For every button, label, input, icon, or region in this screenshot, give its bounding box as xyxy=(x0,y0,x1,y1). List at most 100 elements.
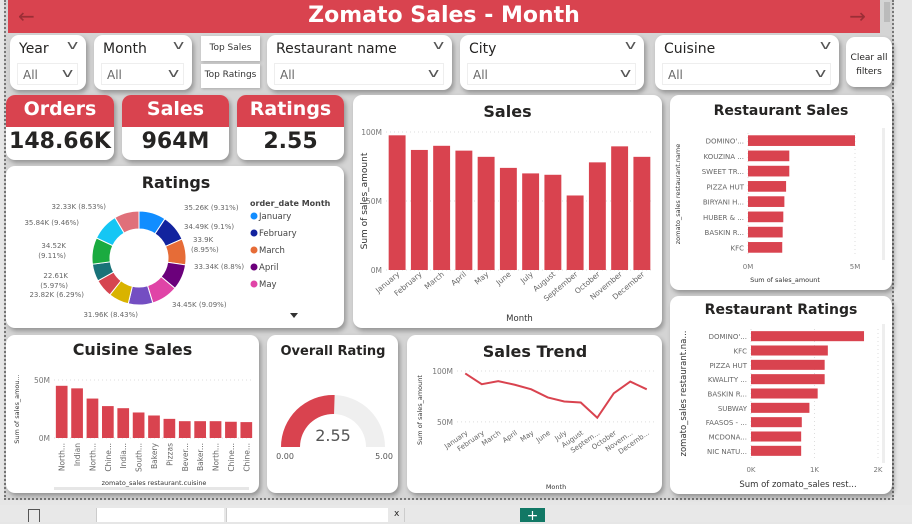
data-label: 23.82K (6.29%) xyxy=(29,291,84,299)
horizontal-scrollbar[interactable] xyxy=(54,487,249,490)
bar xyxy=(544,175,561,270)
y-axis-title: zomato_sales restaurant.name xyxy=(674,144,682,245)
data-label: 35.84K (9.46%) xyxy=(24,219,79,227)
data-label: 34.49K (9.1%) xyxy=(184,223,234,231)
top-sales-button[interactable]: Top Sales xyxy=(201,36,260,61)
bar xyxy=(751,403,809,413)
legend-item: May xyxy=(259,280,277,290)
x-axis-title: Sum of sales_amount xyxy=(750,276,820,284)
y-tick-label: KFC xyxy=(730,244,744,252)
y-tick-label: BASKIN R... xyxy=(705,229,744,237)
legend-scroll-down-icon[interactable] xyxy=(290,313,298,318)
x-tick-label: June xyxy=(534,429,552,445)
legend-item: January xyxy=(258,212,291,222)
restaurant-name-slicer[interactable]: Restaurant name v All v xyxy=(267,35,452,90)
data-label-line: (5.97%) xyxy=(40,282,68,290)
bar xyxy=(748,151,789,162)
page-tab[interactable] xyxy=(404,508,514,522)
x-tick-label: North... xyxy=(212,443,221,471)
x-tick-label: April xyxy=(449,270,468,288)
data-label: 34.52K(9.11%) xyxy=(38,242,66,260)
scrollbar[interactable] xyxy=(884,2,890,22)
chart-title: Sales Trend xyxy=(483,342,588,361)
bar xyxy=(500,168,517,270)
chevron-down-icon[interactable]: v xyxy=(820,38,831,52)
add-page-button[interactable]: + xyxy=(520,508,545,522)
bar xyxy=(748,166,789,177)
x-tick-label: 5M xyxy=(850,263,861,271)
page-icon[interactable] xyxy=(28,509,40,522)
kpi-label: Sales xyxy=(122,95,229,127)
data-label: 22.61K (5.97%) xyxy=(40,272,68,290)
restaurant-name-dropdown[interactable]: All v xyxy=(274,63,444,85)
data-label-line: (8.95%) xyxy=(191,246,219,254)
data-label-line: 33.9K xyxy=(193,236,214,244)
chevron-down-icon[interactable]: v xyxy=(625,38,636,52)
bar xyxy=(240,422,252,438)
slicer-label: City xyxy=(469,41,496,57)
chevron-down-icon[interactable]: v xyxy=(433,38,444,52)
y-tick-label: 0M xyxy=(371,266,382,275)
chevron-down-icon[interactable]: v xyxy=(173,38,184,52)
close-icon[interactable]: x xyxy=(394,509,399,519)
clear-all-filters-button[interactable]: Clear all filters xyxy=(846,37,892,87)
x-tick-label: Baker... xyxy=(196,443,205,471)
x-tick-label: 1K xyxy=(810,466,819,474)
chevron-down-icon: v xyxy=(428,66,439,80)
bar xyxy=(751,360,825,370)
x-tick-label: Bakery xyxy=(150,442,159,469)
chart-title: Overall Rating xyxy=(281,344,386,359)
page-title: Zomato Sales - Month xyxy=(8,3,880,28)
slicer-value: All xyxy=(280,68,295,82)
legend-item: February xyxy=(259,229,297,239)
x-tick-label: Bever... xyxy=(181,443,190,471)
x-tick-label: Chine... xyxy=(227,443,236,472)
bar xyxy=(611,146,628,270)
bar xyxy=(102,406,114,438)
slicer-label: Restaurant name xyxy=(276,41,397,57)
bar xyxy=(225,422,237,438)
x-tick-label: South... xyxy=(135,443,144,472)
y-tick-label: FAASOS - ... xyxy=(706,419,747,427)
y-tick-label: KOUZINA ... xyxy=(703,153,744,161)
page-tab[interactable] xyxy=(96,508,224,522)
y-tick-label: BIRYANI H... xyxy=(703,199,744,207)
kpi-label: Orders xyxy=(6,95,114,127)
x-tick-label: March xyxy=(423,269,446,291)
data-label: 33.9K (8.95%) xyxy=(191,236,219,254)
button-label: Clear all xyxy=(846,51,892,65)
y-axis-title: Sum of sales_amount xyxy=(360,152,370,249)
y-tick-label: MCDONA... xyxy=(709,434,747,442)
bar xyxy=(522,173,539,270)
bar xyxy=(87,399,99,438)
y-tick-label: DOMINO'... xyxy=(706,138,744,146)
chevron-down-icon[interactable]: v xyxy=(67,38,78,52)
slicer-label: Year xyxy=(19,41,49,57)
x-tick-label: North... xyxy=(88,443,97,471)
bar xyxy=(751,446,801,456)
data-label: 31.96K (8.43%) xyxy=(83,311,138,319)
x-axis-title: Sum of zomato_sales rest... xyxy=(739,480,856,490)
legend-title: order_date Month xyxy=(250,199,331,208)
x-tick-label: 0M xyxy=(743,263,754,271)
x-tick-label: Chine... xyxy=(242,443,251,472)
top-ratings-button[interactable]: Top Ratings xyxy=(201,64,260,88)
data-label-line: 22.61K xyxy=(43,272,68,280)
chart-title: Ratings xyxy=(142,173,211,192)
arrow-right-icon[interactable]: → xyxy=(849,4,866,28)
gauge-max-label: 5.00 xyxy=(375,452,393,461)
page-tab[interactable] xyxy=(226,508,388,522)
